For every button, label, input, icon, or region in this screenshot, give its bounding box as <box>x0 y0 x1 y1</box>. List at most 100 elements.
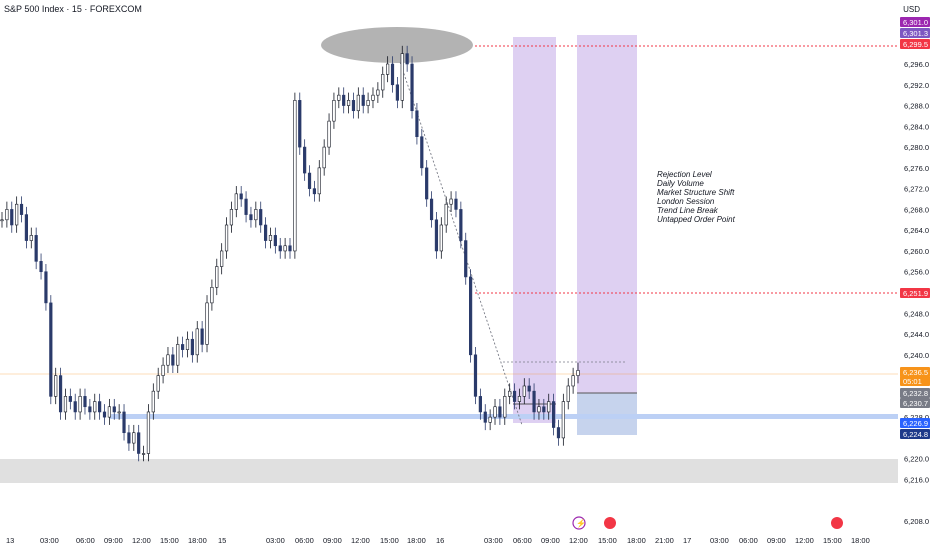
time-tick-label: 15 <box>218 536 226 545</box>
london-session-zone-1 <box>513 37 556 423</box>
note-line: Rejection Level <box>657 170 712 179</box>
time-tick-label: 15:00 <box>598 536 617 545</box>
price-axis-ticks: 6,296.0 6,292.0 6,288.0 6,284.0 6,280.0 6,276… <box>904 60 929 526</box>
candle-body <box>268 235 273 241</box>
price-label-text: 6,301.0 <box>903 18 928 27</box>
price-label-text: 6,299.5 <box>903 40 928 49</box>
price-label-box <box>900 398 930 408</box>
candle-body <box>93 401 97 413</box>
candle-body <box>317 167 321 195</box>
candle-body <box>337 94 341 101</box>
candle-body <box>561 401 565 439</box>
candle-body <box>351 100 356 112</box>
price-label-text: 6,251.9 <box>903 289 928 298</box>
candle-body <box>512 390 517 402</box>
candle-body <box>0 219 4 222</box>
time-tick-label: 09:00 <box>767 536 786 545</box>
candle-body <box>371 94 375 101</box>
candle-body <box>78 396 82 413</box>
price-tick-label: 6,284.0 <box>904 122 929 131</box>
candle-body <box>517 396 522 402</box>
candle-body <box>220 250 224 267</box>
rejection-ellipse <box>321 27 473 63</box>
candle-body <box>151 390 155 413</box>
time-tick-label: 12:00 <box>351 536 370 545</box>
time-tick-label: 15:00 <box>823 536 842 545</box>
price-tick-label: 6,240.0 <box>904 351 929 360</box>
price-label-box <box>900 39 930 49</box>
candle-body <box>527 385 531 392</box>
candle-body <box>58 375 63 413</box>
candle-body <box>566 385 570 402</box>
candle-body <box>293 100 297 252</box>
candle-body <box>63 396 68 413</box>
candle-body <box>185 338 190 350</box>
price-label-text: 6,301.3 <box>903 29 928 38</box>
candle-body <box>88 406 92 413</box>
candle-body <box>469 276 473 356</box>
price-tick-label: 6,272.0 <box>904 185 929 194</box>
candle-body <box>503 396 507 418</box>
candle-body <box>200 328 204 345</box>
candle-body <box>288 245 292 252</box>
candle-body <box>439 224 443 252</box>
lightning-event-icon[interactable] <box>572 516 586 530</box>
candles-group <box>0 45 580 462</box>
time-tick-label: 03:00 <box>40 536 59 545</box>
candle-body <box>327 120 331 148</box>
candle-body <box>464 240 468 278</box>
us-event-icon-2[interactable] <box>831 517 843 529</box>
price-tick-label: 6,248.0 <box>904 309 929 318</box>
candle-body <box>342 94 346 106</box>
price-axis-pane[interactable] <box>898 0 932 550</box>
chart-title: S&P 500 Index · 15 · FOREXCOM <box>4 4 142 14</box>
candle-body <box>415 110 419 138</box>
note-line: Daily Volume <box>657 179 704 188</box>
candle-body <box>259 209 263 226</box>
currency-label[interactable]: USD <box>903 5 920 14</box>
time-tick-label: 21:00 <box>655 536 674 545</box>
candle-body <box>224 224 229 252</box>
candle-body <box>576 370 580 376</box>
price-tick-label: 6,264.0 <box>904 226 929 235</box>
candle-body <box>161 364 165 376</box>
price-tick-label: 6,296.0 <box>904 60 929 69</box>
price-tick-label: 6,256.0 <box>904 268 929 277</box>
price-tick-label: 6,276.0 <box>904 164 929 173</box>
time-tick-label: 03:00 <box>484 536 503 545</box>
time-tick-label: 18:00 <box>188 536 207 545</box>
time-tick-label: 09:00 <box>104 536 123 545</box>
price-label-box <box>900 288 930 298</box>
lightning-icon: ⚡ <box>576 518 586 528</box>
candle-body <box>361 94 365 106</box>
time-tick-label: 16 <box>436 536 444 545</box>
price-label-text: 6,230.7 <box>903 399 928 408</box>
price-tick-label: 6,244.0 <box>904 330 929 339</box>
candle-body <box>166 354 170 366</box>
us-event-icon[interactable] <box>604 517 616 529</box>
price-label-box <box>900 418 930 428</box>
time-tick-label: 13 <box>6 536 14 545</box>
time-tick-label: 09:00 <box>323 536 342 545</box>
candle-body <box>19 203 24 215</box>
candle-body <box>449 198 453 205</box>
time-tick-label: 12:00 <box>795 536 814 545</box>
candle-body <box>132 432 136 444</box>
candle-body <box>400 53 404 101</box>
candle-body <box>176 344 180 366</box>
price-label-text: 6,232.8 <box>903 389 928 398</box>
candle-body <box>508 390 512 397</box>
price-tick-label: 6,220.0 <box>904 455 929 464</box>
price-label-text: 6,224.8 <box>903 430 928 439</box>
candle-body <box>551 401 556 428</box>
candle-body <box>249 214 253 221</box>
candle-body <box>239 193 243 200</box>
price-label-box <box>900 28 930 38</box>
candle-body <box>381 74 385 91</box>
candle-body <box>332 100 336 122</box>
candle-body <box>263 224 268 241</box>
time-axis-ticks: 13 03:00 06:00 09:00 12:00 15:00 18:00 15 03:00 0… <box>6 536 870 545</box>
price-tick-label: 6,292.0 <box>904 81 929 90</box>
gray-demand-zone <box>0 459 898 483</box>
